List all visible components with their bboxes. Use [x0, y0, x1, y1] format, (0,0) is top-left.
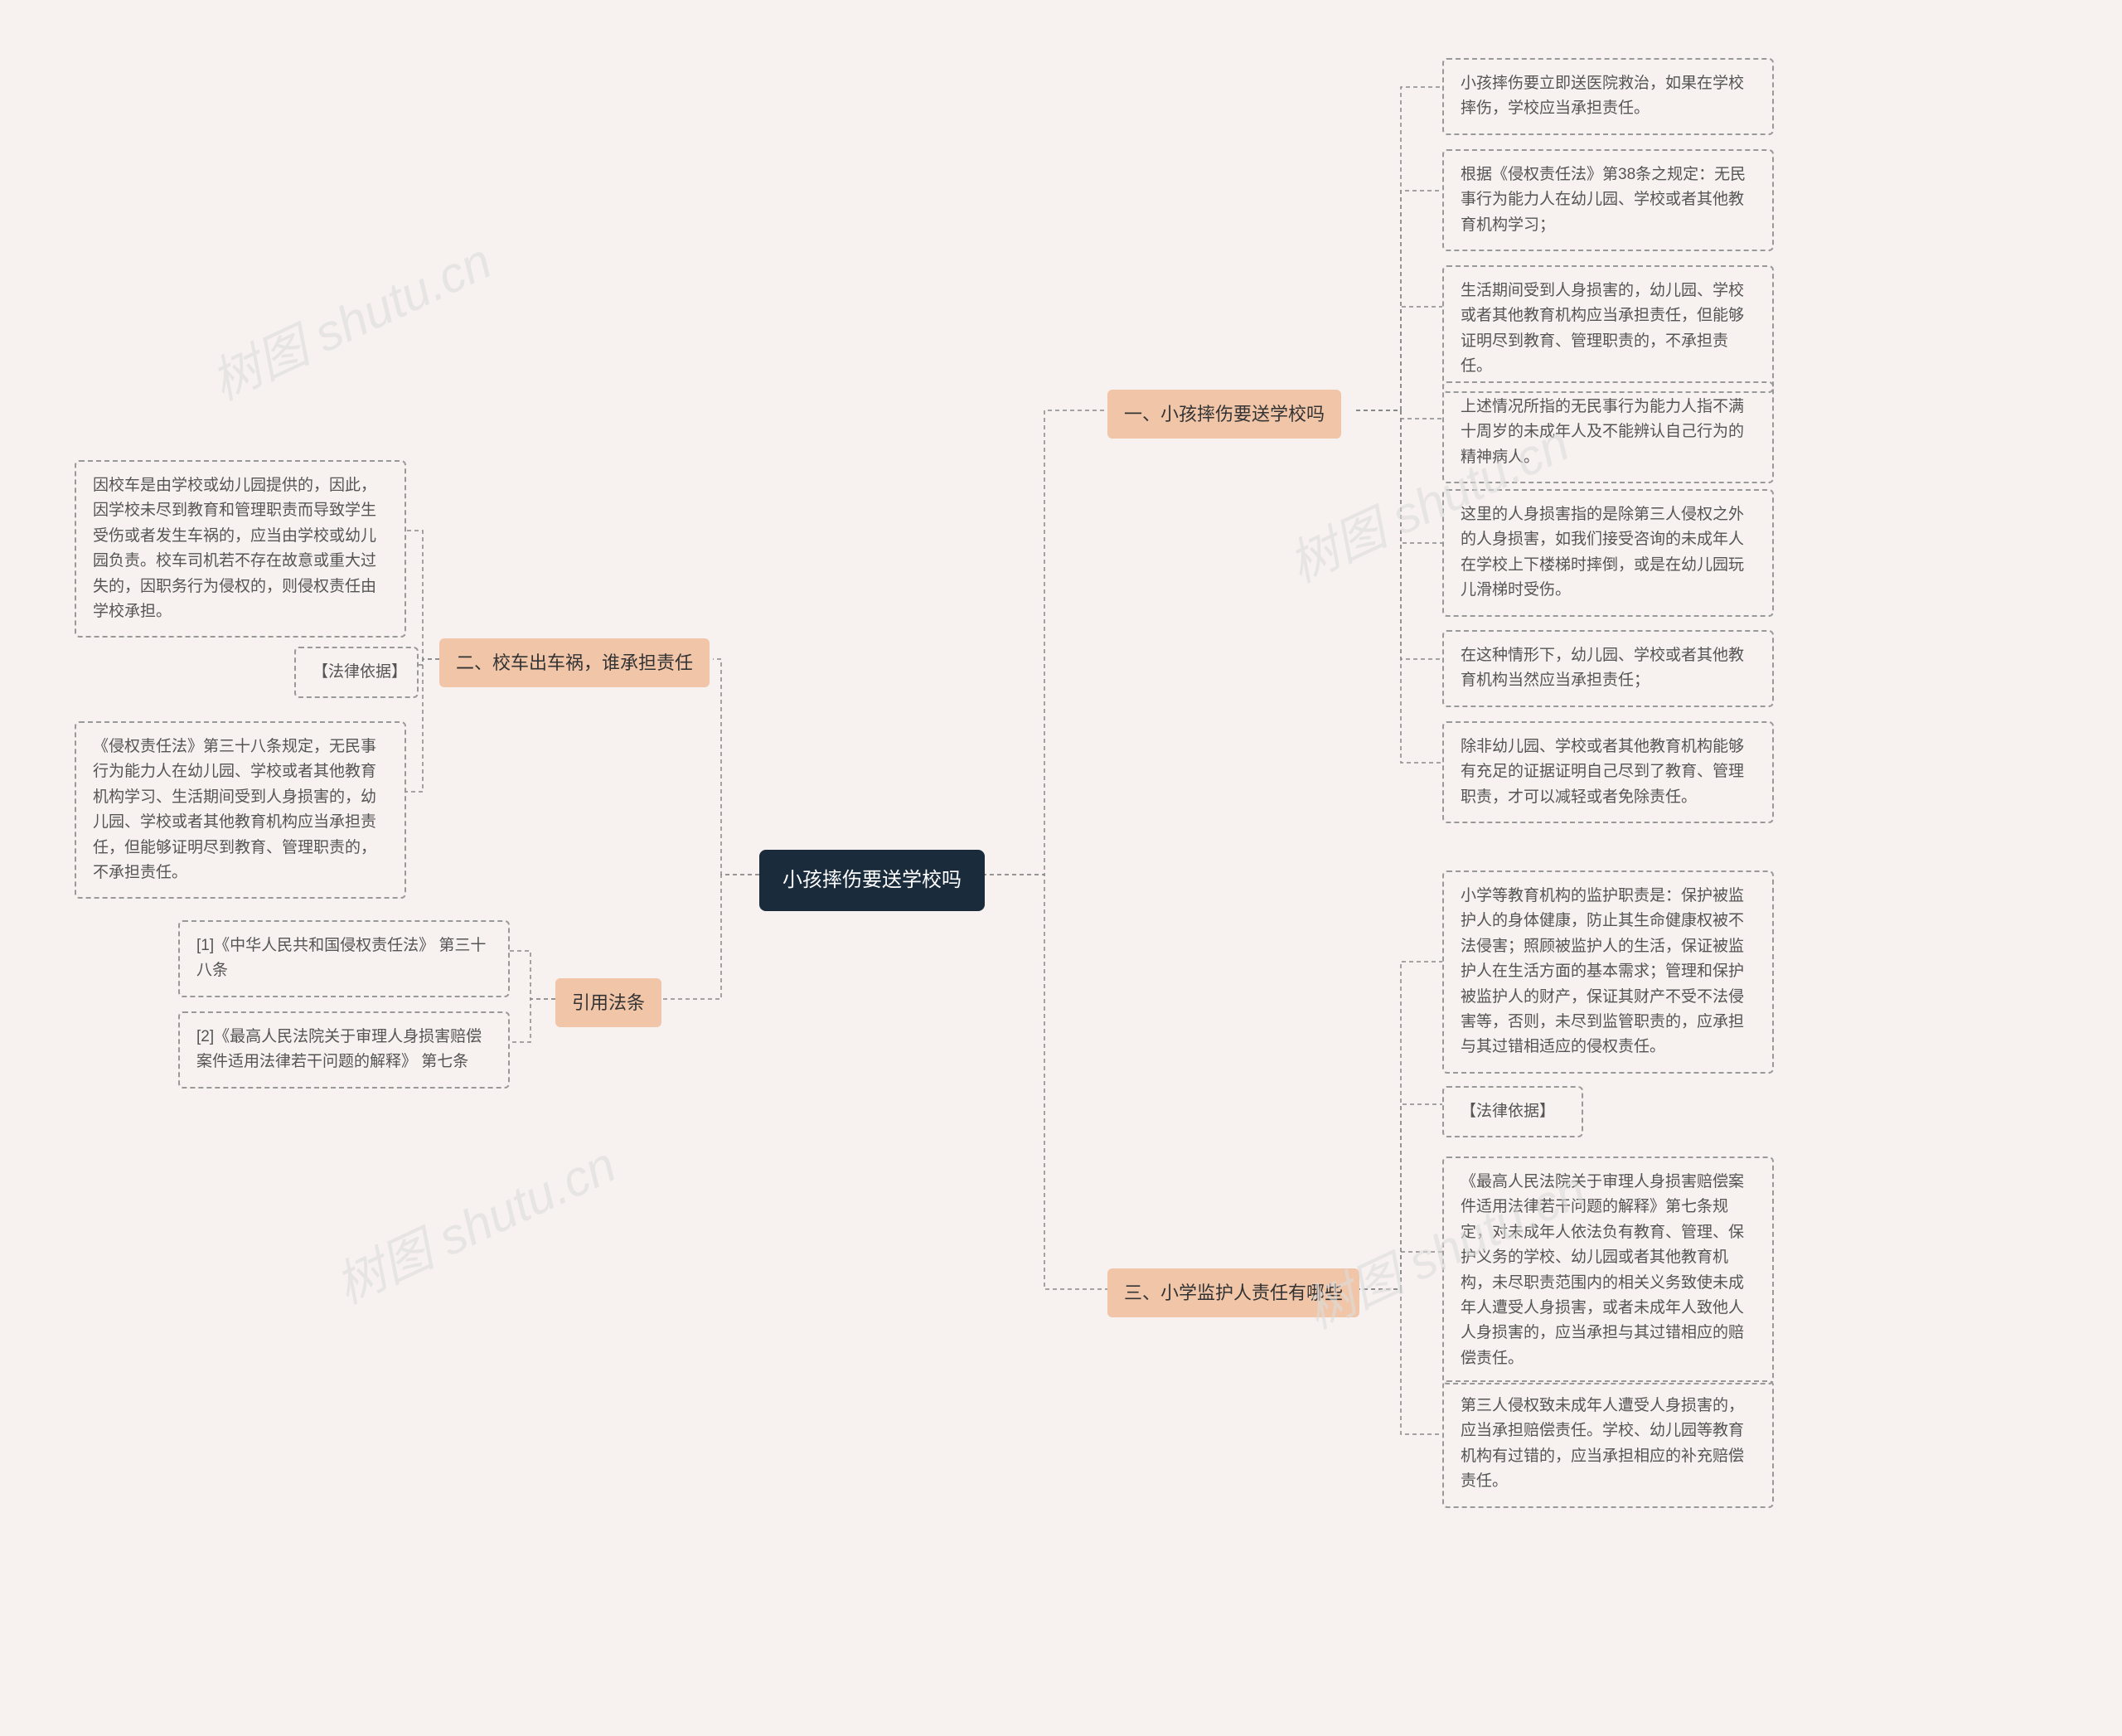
leaf-b4-1: [1]《中华人民共和国侵权责任法》 第三十八条 [178, 920, 510, 997]
leaf-b2-1: 因校车是由学校或幼儿园提供的，因此，因学校未尽到教育和管理职责而导致学生受伤或者… [75, 460, 406, 638]
branch-3: 三、小学监护人责任有哪些 [1107, 1268, 1359, 1317]
branch-2: 二、校车出车祸，谁承担责任 [439, 638, 710, 687]
leaf-b4-2: [2]《最高人民法院关于审理人身损害赔偿案件适用法律若干问题的解释》 第七条 [178, 1011, 510, 1089]
leaf-b1-4: 上述情况所指的无民事行为能力人指不满十周岁的未成年人及不能辨认自己行为的精神病人… [1442, 381, 1774, 483]
leaf-b2-3: 《侵权责任法》第三十八条规定，无民事行为能力人在幼儿园、学校或者其他教育机构学习… [75, 721, 406, 899]
leaf-b3-2: 【法律依据】 [1442, 1086, 1583, 1137]
leaf-b1-1: 小孩摔伤要立即送医院救治，如果在学校摔伤，学校应当承担责任。 [1442, 58, 1774, 135]
leaf-b2-2: 【法律依据】 [294, 647, 419, 698]
branch-1: 一、小孩摔伤要送学校吗 [1107, 390, 1341, 439]
leaf-b1-3: 生活期间受到人身损害的，幼儿园、学校或者其他教育机构应当承担责任，但能够证明尽到… [1442, 265, 1774, 393]
root-node: 小孩摔伤要送学校吗 [759, 850, 985, 911]
leaf-b1-5: 这里的人身损害指的是除第三人侵权之外的人身损害，如我们接受咨询的未成年人在学校上… [1442, 489, 1774, 617]
leaf-b3-3: 《最高人民法院关于审理人身损害赔偿案件适用法律若干问题的解释》第七条规定，对未成… [1442, 1157, 1774, 1384]
leaf-b1-6: 在这种情形下，幼儿园、学校或者其他教育机构当然应当承担责任； [1442, 630, 1774, 707]
watermark: 树图 shutu.cn [198, 221, 501, 414]
leaf-b1-7: 除非幼儿园、学校或者其他教育机构能够有充足的证据证明自己尽到了教育、管理职责，才… [1442, 721, 1774, 823]
leaf-b1-2: 根据《侵权责任法》第38条之规定：无民事行为能力人在幼儿园、学校或者其他教育机构… [1442, 149, 1774, 251]
branch-4: 引用法条 [555, 978, 661, 1027]
leaf-b3-4: 第三人侵权致未成年人遭受人身损害的，应当承担赔偿责任。学校、幼儿园等教育机构有过… [1442, 1380, 1774, 1508]
leaf-b3-1: 小学等教育机构的监护职责是：保护被监护人的身体健康，防止其生命健康权被不法侵害；… [1442, 870, 1774, 1074]
watermark: 树图 shutu.cn [322, 1125, 626, 1317]
